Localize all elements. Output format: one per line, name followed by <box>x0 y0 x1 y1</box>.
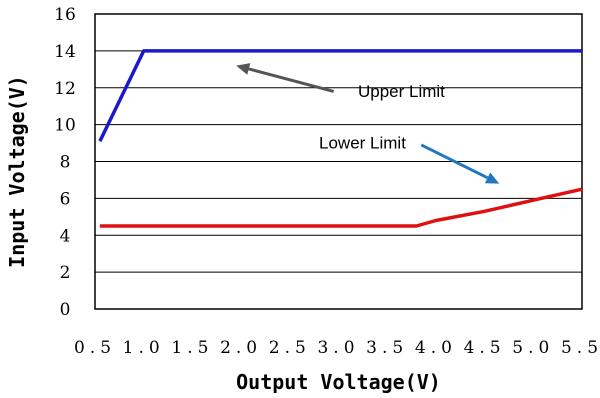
x-tick-label: 4.0 <box>415 338 457 358</box>
x-tick-label: 5.0 <box>512 338 554 358</box>
annotations: Upper Limit Lower Limit <box>236 63 500 184</box>
x-tick-label: 3.5 <box>366 338 408 358</box>
series-line-1 <box>98 49 582 142</box>
x-tick-label: 0.5 <box>74 338 116 358</box>
y-tick-label: 2 <box>60 263 71 283</box>
series-lines <box>98 49 583 228</box>
y-tick-label: 4 <box>60 226 71 246</box>
annotation-arrow-head <box>236 63 251 75</box>
annotation-arrow-head <box>484 172 500 184</box>
x-tick-label: 5.5 <box>561 338 600 358</box>
annotation-arrow-shaft <box>248 67 335 93</box>
y-tick-label: 8 <box>60 153 71 173</box>
x-tick-label: 1.0 <box>123 338 165 358</box>
y-axis-label: Input Voltage(V) <box>5 75 29 268</box>
y-tick-label: 14 <box>54 42 76 62</box>
x-tick-label: 4.5 <box>464 338 506 358</box>
annotation-label: Lower Limit <box>319 134 406 153</box>
x-axis-label: Output Voltage(V) <box>236 370 441 394</box>
x-tick-label: 2.5 <box>269 338 311 358</box>
annotation-label: Upper Limit <box>358 82 445 101</box>
y-tick-labels: 0 2 4 6 8 10 12 14 16 <box>54 5 76 320</box>
x-tick-label: 2.0 <box>220 338 262 358</box>
plot-frame <box>94 13 583 310</box>
x-tick-label: 1.5 <box>171 338 213 358</box>
x-tick-labels: 0.5 1.0 1.5 2.0 2.5 3.0 3.5 4.0 4.5 5.0 5.5 <box>74 338 600 358</box>
y-tick-label: 0 <box>60 300 71 320</box>
series-line-2 <box>99 187 583 228</box>
y-tick-label: 10 <box>54 116 76 136</box>
gridlines <box>95 50 582 273</box>
x-tick-label: 3.0 <box>317 338 359 358</box>
annotation-arrow-shaft <box>420 143 489 180</box>
y-tick-label: 12 <box>54 79 76 99</box>
y-tick-label: 16 <box>54 5 76 25</box>
y-tick-label: 6 <box>60 189 71 209</box>
